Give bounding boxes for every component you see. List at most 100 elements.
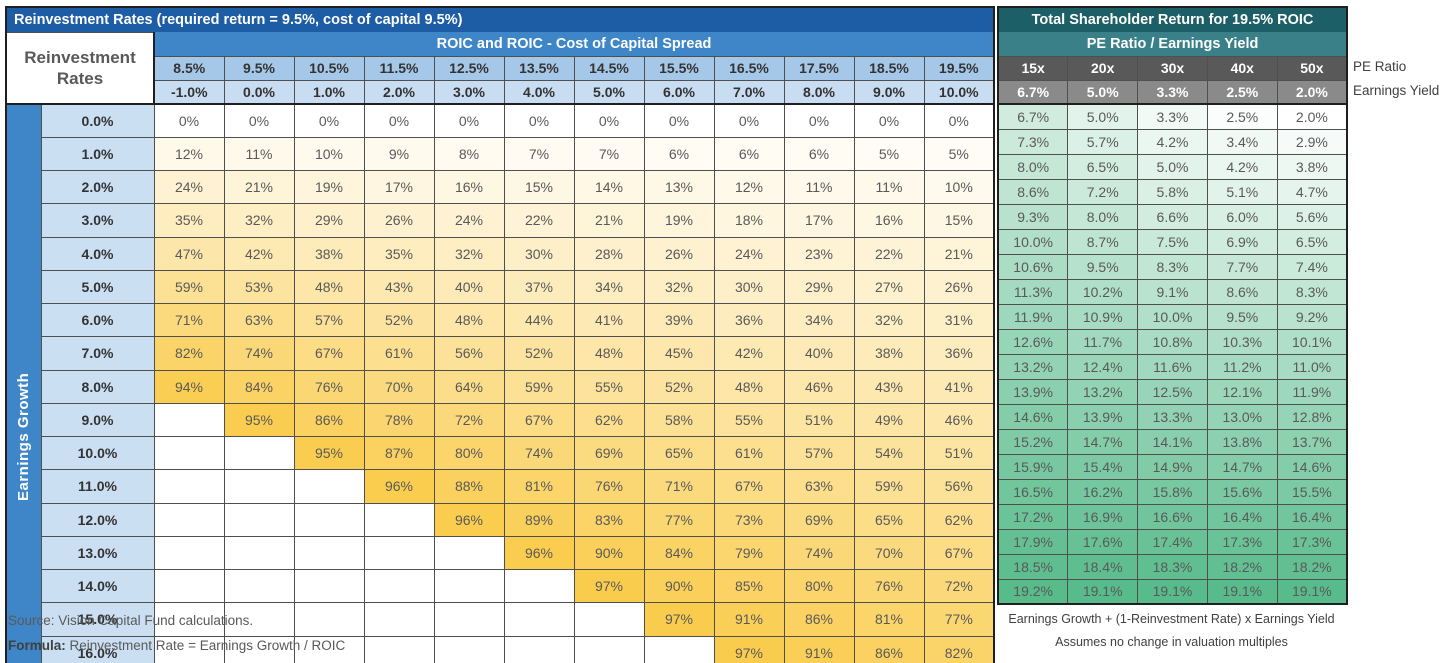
reinvestment-rate-cell xyxy=(293,502,365,537)
reinvestment-rate-cell: 89% xyxy=(503,502,575,537)
yield-header-cell: 2.5% xyxy=(1206,79,1278,105)
reinvestment-rate-cell: 52% xyxy=(503,336,575,371)
reinvestment-rate-cell: 11% xyxy=(853,169,925,205)
reinvestment-rate-cell: 51% xyxy=(923,435,995,471)
reinvestment-rate-cell: 61% xyxy=(363,336,435,371)
reinvestment-rate-cell: 0% xyxy=(153,103,225,138)
reinvestment-rate-cell: 43% xyxy=(853,369,925,404)
tsr-cell: 13.2% xyxy=(1067,378,1139,405)
reinvestment-rate-cell: 97% xyxy=(573,568,645,604)
tsr-cell: 15.2% xyxy=(997,428,1069,455)
tsr-cell: 8.0% xyxy=(1067,203,1139,230)
reinvestment-rate-cell: 0% xyxy=(363,103,435,138)
tsr-cell: 11.9% xyxy=(997,303,1069,330)
earnings-growth-axis-label: Earnings Growth xyxy=(5,103,42,663)
reinvestment-rate-cell: 96% xyxy=(363,469,435,504)
reinvestment-rate-cell: 59% xyxy=(853,469,925,504)
right-tbody: Total Shareholder Return for 19.5% ROIC … xyxy=(997,7,1348,605)
reinvestment-rate-cell: 36% xyxy=(923,336,995,371)
reinvestment-rate-cell: 84% xyxy=(643,535,715,571)
tsr-cell: 13.3% xyxy=(1137,403,1208,430)
tsr-formula-note: Earnings Growth + (1-Reinvestment Rate) … xyxy=(1008,612,1335,626)
tsr-cell: 7.7% xyxy=(1206,253,1278,280)
tsr-cell: 16.4% xyxy=(1206,503,1278,530)
reinvestment-rate-cell: 0% xyxy=(503,103,575,138)
reinvestment-rate-cell: 82% xyxy=(923,635,995,663)
reinvestment-rate-cell: 6% xyxy=(713,136,785,172)
reinvestment-rate-cell: 38% xyxy=(293,236,365,271)
earnings-growth-row-header: 4.0% xyxy=(40,236,155,271)
reinvestment-rate-cell: 48% xyxy=(713,369,785,404)
tsr-cell: 10.8% xyxy=(1137,328,1208,355)
tsr-cell: 6.5% xyxy=(1276,228,1348,255)
tsr-cell: 3.3% xyxy=(1137,103,1208,130)
matrix-row: 11.0% 96% 88% 81% 76% 71% 67% 63% 59% 56% xyxy=(6,469,995,504)
reinvestment-rate-cell: 7% xyxy=(503,136,575,172)
reinvestment-rate-cell: 0% xyxy=(783,103,855,138)
reinvestment-rate-cell: 84% xyxy=(223,369,295,404)
tsr-row: 13.9% 13.2% 12.5% 12.1% 11.9% xyxy=(997,378,1348,405)
tsr-cell: 11.2% xyxy=(1206,353,1278,380)
matrix-row: 16.0% 97% 91% 86% 82% xyxy=(6,635,995,663)
reinvestment-rate-cell: 79% xyxy=(713,535,785,571)
tsr-row: 11.3% 10.2% 9.1% 8.6% 8.3% xyxy=(997,278,1348,305)
reinvestment-rate-cell xyxy=(223,435,295,471)
matrix-row: 12.0% 96% 89% 83% 77% 73% 69% 65% 62% xyxy=(6,502,995,537)
reinvestment-rate-cell: 39% xyxy=(643,302,715,338)
reinvestment-rate-cell: 21% xyxy=(573,203,645,238)
reinvestment-rate-cell: 49% xyxy=(853,402,925,438)
roic-header-cell: 8.5% xyxy=(153,55,225,81)
matrix-row: 5.0% 59% 53% 48% 43% 40% 37% 34% 32% 30% 29% 27% 26% xyxy=(6,269,995,305)
reinvestment-rate-cell xyxy=(363,502,435,537)
reinvestment-rate-cell: 10% xyxy=(923,169,995,205)
reinvestment-rate-cell: 8% xyxy=(433,136,505,172)
tsr-cell: 14.6% xyxy=(1276,453,1348,480)
reinvestment-rate-cell xyxy=(293,602,365,637)
reinvestment-rate-cell: 74% xyxy=(223,336,295,371)
reinvestment-rate-cell: 30% xyxy=(503,236,575,271)
reinvestment-rate-cell: 47% xyxy=(153,236,225,271)
tsr-cell: 11.9% xyxy=(1276,378,1348,405)
spread-header-cell: 2.0% xyxy=(363,79,435,105)
roic-header-cell: 16.5% xyxy=(713,55,785,81)
reinvestment-rate-cell: 52% xyxy=(363,302,435,338)
reinvestment-rate-cell: 17% xyxy=(783,203,855,238)
reinvestment-rate-cell: 22% xyxy=(503,203,575,238)
reinvestment-rate-cell: 11% xyxy=(783,169,855,205)
reinvestment-rate-cell: 71% xyxy=(153,302,225,338)
tsr-cell: 17.3% xyxy=(1206,528,1278,555)
tsr-row: 9.3% 8.0% 6.6% 6.0% 5.6% xyxy=(997,203,1348,230)
earnings-growth-row-header: 15.0% xyxy=(40,602,155,637)
reinvestment-rate-cell: 63% xyxy=(223,302,295,338)
tsr-cell: 14.7% xyxy=(1067,428,1139,455)
reinvestment-rate-cell xyxy=(433,635,505,663)
tsr-cell: 19.1% xyxy=(1206,578,1278,605)
reinvestment-rate-cell: 90% xyxy=(573,535,645,571)
spread-header-cell: -1.0% xyxy=(153,79,225,105)
matrix-row: 9.0% 95% 86% 78% 72% 67% 62% 58% 55% 51% 49% 46% xyxy=(6,402,995,438)
earnings-growth-row-header: 2.0% xyxy=(40,169,155,205)
spread-header-cell: 0.0% xyxy=(223,79,295,105)
earnings-growth-row-header: 13.0% xyxy=(40,535,155,571)
pe-header-cell: 50x xyxy=(1276,55,1348,81)
earnings-growth-row-header: 3.0% xyxy=(40,203,155,238)
reinvestment-rate-cell xyxy=(503,568,575,604)
spread-header-cell: 8.0% xyxy=(783,79,855,105)
tsr-cell: 14.9% xyxy=(1137,453,1208,480)
reinvestment-rate-cell: 22% xyxy=(853,236,925,271)
reinvestment-rate-cell: 35% xyxy=(363,236,435,271)
reinvestment-rate-cell: 85% xyxy=(713,568,785,604)
earnings-growth-row-header: 11.0% xyxy=(40,469,155,504)
earnings-growth-row-header: 14.0% xyxy=(40,568,155,604)
reinvestment-rate-cell xyxy=(153,402,225,438)
tsr-cell: 18.2% xyxy=(1276,553,1348,580)
tsr-title-row: Total Shareholder Return for 19.5% ROIC xyxy=(998,7,1348,32)
tsr-cell: 16.6% xyxy=(1137,503,1208,530)
roic-header-cell: 11.5% xyxy=(363,55,435,81)
roic-header-cell: 18.5% xyxy=(853,55,925,81)
tsr-cell: 14.7% xyxy=(1206,453,1278,480)
tsr-cell: 8.0% xyxy=(997,153,1069,180)
tsr-cell: 16.9% xyxy=(1067,503,1139,530)
tsr-table: Total Shareholder Return for 19.5% ROIC … xyxy=(997,6,1349,605)
reinvestment-rate-cell: 12% xyxy=(153,136,225,172)
